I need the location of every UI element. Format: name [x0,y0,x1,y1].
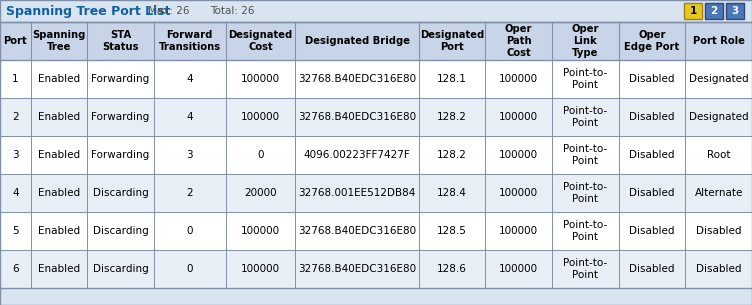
Text: Forwarding: Forwarding [92,150,150,160]
Text: Discarding: Discarding [92,188,148,198]
Text: 3: 3 [12,150,19,160]
Text: Port: Port [4,36,27,46]
Text: 128.5: 128.5 [437,226,467,236]
Text: 128.6: 128.6 [437,264,467,274]
Text: STA
Status: STA Status [102,30,139,52]
Bar [0,212,752,250]
Text: Disabled: Disabled [629,112,675,122]
Text: Disabled: Disabled [629,74,675,84]
Bar [0,98,752,136]
Text: Oper
Link
Type: Oper Link Type [572,24,599,58]
Text: Point-to-
Point: Point-to- Point [563,258,608,280]
Text: 2: 2 [186,188,193,198]
Text: Enabled: Enabled [38,264,80,274]
Text: 4: 4 [186,112,193,122]
Text: 100000: 100000 [499,226,538,236]
Text: 0: 0 [186,264,193,274]
Text: 100000: 100000 [499,112,538,122]
Text: 128.2: 128.2 [437,112,467,122]
Text: Disabled: Disabled [696,226,741,236]
Text: 5: 5 [12,226,19,236]
Text: Disabled: Disabled [629,150,675,160]
Text: Discarding: Discarding [92,226,148,236]
Text: 2: 2 [711,6,717,16]
Text: Point-to-
Point: Point-to- Point [563,144,608,166]
Text: 128.1: 128.1 [437,74,467,84]
Text: Designated: Designated [689,74,748,84]
Text: Port Role: Port Role [693,36,744,46]
Text: Forwarding: Forwarding [92,74,150,84]
Text: Forwarding: Forwarding [92,112,150,122]
Text: Disabled: Disabled [629,226,675,236]
Text: 0: 0 [257,150,264,160]
Text: 6: 6 [12,264,19,274]
Bar [0,174,752,212]
Text: Enabled: Enabled [38,188,80,198]
Text: Enabled: Enabled [38,150,80,160]
Text: Spanning
Tree: Spanning Tree [32,30,86,52]
Text: Designated: Designated [689,112,748,122]
Text: 128.2: 128.2 [437,150,467,160]
Text: 32768.B40EDC316E80: 32768.B40EDC316E80 [298,264,416,274]
Text: 32768.B40EDC316E80: 32768.B40EDC316E80 [298,74,416,84]
Text: Root: Root [707,150,730,160]
Text: Oper
Edge Port: Oper Edge Port [624,30,680,52]
Bar [0,0,752,22]
Text: Designated Bridge: Designated Bridge [305,36,410,46]
Text: Enabled: Enabled [38,74,80,84]
Text: Spanning Tree Port List: Spanning Tree Port List [6,5,171,17]
Text: 100000: 100000 [241,226,280,236]
Text: Oper
Path
Cost: Oper Path Cost [505,24,532,58]
Text: Max: 26: Max: 26 [148,6,190,16]
Text: 3: 3 [186,150,193,160]
Text: Forward
Transitions: Forward Transitions [159,30,221,52]
Bar [684,3,702,19]
Text: 20000: 20000 [244,188,277,198]
Text: Designated
Port: Designated Port [420,30,484,52]
Text: Alternate: Alternate [694,188,743,198]
Bar [0,22,752,60]
Bar [0,60,752,98]
Bar [0,250,752,288]
Text: 4096.00223FF7427F: 4096.00223FF7427F [304,150,411,160]
Text: 32768.001EE512DB84: 32768.001EE512DB84 [299,188,416,198]
Text: Point-to-
Point: Point-to- Point [563,68,608,90]
Text: Disabled: Disabled [696,264,741,274]
Text: 4: 4 [186,74,193,84]
Text: Disabled: Disabled [629,188,675,198]
Text: Enabled: Enabled [38,226,80,236]
Text: 100000: 100000 [499,74,538,84]
Text: Disabled: Disabled [629,264,675,274]
Text: 3: 3 [732,6,738,16]
Text: Point-to-
Point: Point-to- Point [563,106,608,128]
Text: 32768.B40EDC316E80: 32768.B40EDC316E80 [298,226,416,236]
Text: 2: 2 [12,112,19,122]
Text: 0: 0 [186,226,193,236]
Bar [705,3,723,19]
Text: 100000: 100000 [241,74,280,84]
Text: 1: 1 [12,74,19,84]
Text: Enabled: Enabled [38,112,80,122]
Text: Discarding: Discarding [92,264,148,274]
Text: 4: 4 [12,188,19,198]
Text: 100000: 100000 [499,150,538,160]
Text: 100000: 100000 [241,264,280,274]
Text: 100000: 100000 [499,264,538,274]
Text: Point-to-
Point: Point-to- Point [563,182,608,204]
Text: 100000: 100000 [499,188,538,198]
Text: 1: 1 [690,6,696,16]
Text: Designated
Cost: Designated Cost [229,30,293,52]
Text: 32768.B40EDC316E80: 32768.B40EDC316E80 [298,112,416,122]
Text: 128.4: 128.4 [437,188,467,198]
Text: Point-to-
Point: Point-to- Point [563,220,608,242]
Text: Total: 26: Total: 26 [210,6,254,16]
Text: 100000: 100000 [241,112,280,122]
Bar [726,3,744,19]
Bar [0,136,752,174]
